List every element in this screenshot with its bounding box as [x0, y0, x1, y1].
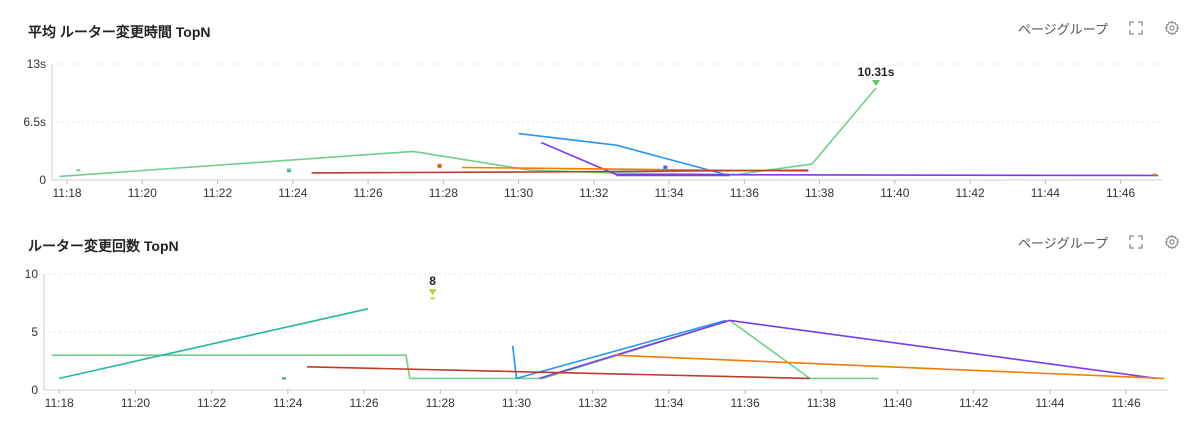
series-line-3[interactable] [540, 141, 1159, 177]
x-tick-label: 11:42 [959, 396, 988, 410]
series-line-2[interactable] [59, 308, 369, 380]
x-tick-label: 11:38 [807, 396, 836, 410]
series-line-3[interactable] [511, 319, 727, 380]
y-tick-label: 0 [31, 383, 38, 397]
data-point-marker[interactable] [430, 297, 435, 300]
data-point-marker[interactable] [282, 377, 287, 380]
series-line-4[interactable] [539, 319, 1157, 380]
gear-icon[interactable] [1164, 234, 1180, 250]
x-tick-label: 11:34 [654, 396, 683, 410]
data-point-marker[interactable] [437, 165, 442, 168]
data-point-marker[interactable] [76, 169, 81, 172]
fullscreen-icon[interactable] [1128, 234, 1144, 250]
x-tick-label: 11:32 [579, 186, 608, 200]
x-tick-label: 11:44 [1031, 186, 1060, 200]
x-tick-label: 11:18 [45, 396, 74, 410]
x-tick-label: 11:36 [731, 396, 760, 410]
y-tick-label: 0 [39, 173, 46, 187]
data-point-marker[interactable] [437, 163, 442, 166]
peak-value-label: 8 [429, 274, 436, 288]
x-tick-label: 11:30 [502, 396, 531, 410]
x-tick-label: 11:28 [426, 396, 455, 410]
series-line-5[interactable] [615, 354, 1165, 380]
data-point-marker[interactable] [1152, 173, 1157, 176]
series-line-6[interactable] [306, 366, 810, 380]
x-tick-label: 11:32 [578, 396, 607, 410]
page-group-button[interactable]: ページグループ [1018, 21, 1108, 37]
panel-toolbar: ページグループ [1018, 18, 1180, 38]
chart-panel-router-change-count: ルーター変更回数 TopN ページグループ 0 5 10 11:18 11:20 11:2… [0, 214, 1200, 430]
data-point-marker[interactable] [287, 168, 292, 171]
x-tick-label: 11:46 [1106, 186, 1135, 200]
x-tick-label: 11:40 [880, 186, 909, 200]
x-tick-label: 11:18 [52, 186, 81, 200]
page-group-button[interactable]: ページグループ [1018, 235, 1108, 251]
x-tick-label: 11:20 [121, 396, 150, 410]
x-tick-label: 11:44 [1035, 396, 1064, 410]
x-tick-label: 11:36 [730, 186, 759, 200]
series-line-5[interactable] [311, 169, 809, 174]
y-tick-label: 10 [25, 267, 39, 281]
x-tick-label: 11:38 [805, 186, 834, 200]
data-point-marker[interactable] [663, 167, 668, 170]
peak-marker[interactable] [428, 289, 437, 296]
y-tick-label: 6.5s [23, 115, 46, 129]
x-tick-label: 11:28 [429, 186, 458, 200]
y-tick-label: 13s [27, 57, 46, 71]
panel-toolbar: ページグループ [1018, 232, 1180, 252]
x-tick-label: 11:30 [504, 186, 533, 200]
x-tick-label: 11:40 [883, 396, 912, 410]
chart-panel-router-change-time: 平均 ルーター変更時間 TopN ページグループ 0 6.5s 13s 11:18 11… [0, 0, 1200, 212]
peak-marker[interactable] [872, 80, 881, 87]
x-tick-label: 11:24 [273, 396, 302, 410]
x-tick-label: 11:26 [353, 186, 382, 200]
x-tick-label: 11:34 [655, 186, 684, 200]
fullscreen-icon[interactable] [1128, 20, 1144, 36]
data-point-marker[interactable] [663, 165, 668, 168]
x-tick-label: 11:22 [203, 186, 232, 200]
x-tick-label: 11:46 [1112, 396, 1141, 410]
chart-plot-area: 0 5 10 11:18 11:20 11:22 11:24 11:26 11:28 11:30 1… [25, 267, 1168, 410]
series-line-1[interactable] [59, 87, 877, 178]
x-tick-label: 11:24 [278, 186, 307, 200]
x-tick-label: 11:22 [197, 396, 226, 410]
x-tick-label: 11:20 [128, 186, 157, 200]
data-point-marker[interactable] [287, 170, 292, 173]
series-line-2[interactable] [518, 132, 730, 177]
gear-icon[interactable] [1164, 20, 1180, 36]
chart-plot-area: 0 6.5s 13s 11:18 11:20 11:22 11:24 11:26 11:28 11… [23, 57, 1162, 200]
x-tick-label: 11:42 [956, 186, 985, 200]
peak-value-label: 10.31s [858, 65, 895, 79]
chart-title: ルーター変更回数 TopN [28, 238, 179, 254]
y-tick-label: 5 [31, 325, 38, 339]
chart-title: 平均 ルーター変更時間 TopN [28, 24, 211, 40]
x-tick-label: 11:26 [349, 396, 378, 410]
